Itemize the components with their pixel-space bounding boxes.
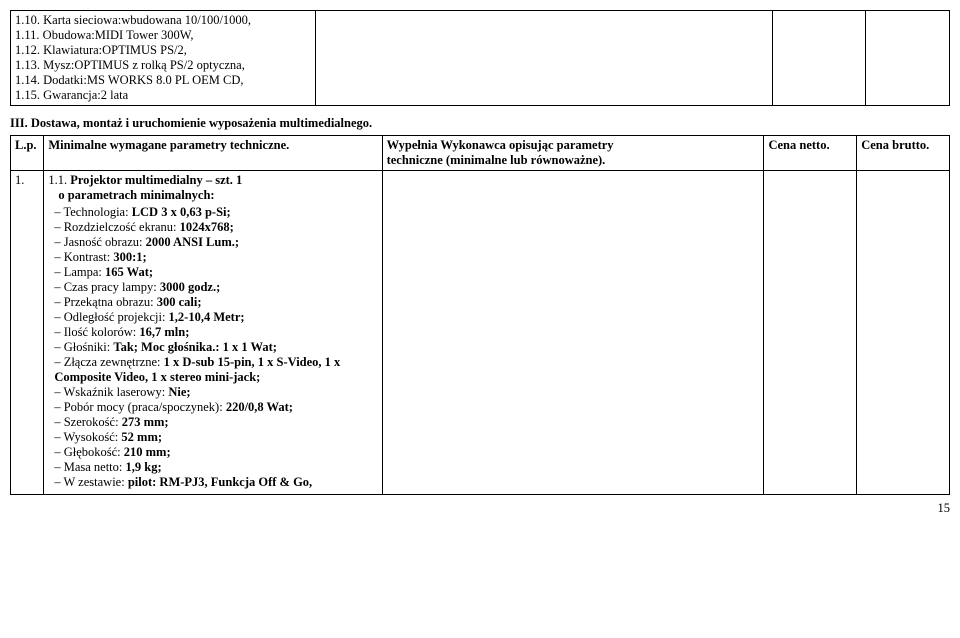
spec-value: Nie; bbox=[168, 385, 190, 399]
top-item: 1.15. Gwarancja:2 lata bbox=[15, 88, 311, 103]
spec-label: Szerokość: bbox=[64, 415, 122, 429]
spec-item: Kontrast: 300:1; bbox=[54, 250, 377, 265]
header-fill-line1: Wypełnia Wykonawca opisując parametry bbox=[387, 138, 614, 152]
spec-item: Rozdzielczość ekranu: 1024x768; bbox=[54, 220, 377, 235]
top-spec-row: 1.10. Karta sieciowa:wbudowana 10/100/10… bbox=[11, 11, 950, 106]
top-empty-cell-1 bbox=[315, 11, 773, 106]
spec-item: Szerokość: 273 mm; bbox=[54, 415, 377, 430]
header-row: L.p. Minimalne wymagane parametry techni… bbox=[11, 136, 950, 171]
top-spec-cell-items: 1.10. Karta sieciowa:wbudowana 10/100/10… bbox=[11, 11, 316, 106]
spec-item: Przekątna obrazu: 300 cali; bbox=[54, 295, 377, 310]
spec-list: Technologia: LCD 3 x 0,63 p-Si; Rozdziel… bbox=[48, 205, 377, 490]
spec-label: W zestawie: bbox=[63, 475, 127, 489]
spec-label: Głębokość: bbox=[64, 445, 124, 459]
spec-item: Pobór mocy (praca/spoczynek): 220/0,8 Wa… bbox=[54, 400, 377, 415]
spec-label: Technologia: bbox=[63, 205, 131, 219]
row-brutto-cell bbox=[857, 171, 950, 495]
row-title-num: 1.1. bbox=[48, 173, 70, 187]
spec-label: Głośniki: bbox=[64, 340, 114, 354]
spec-item: Technologia: LCD 3 x 0,63 p-Si; bbox=[54, 205, 377, 220]
section-heading: III. Dostawa, montaż i uruchomienie wypo… bbox=[10, 116, 950, 131]
top-empty-cell-3 bbox=[865, 11, 949, 106]
spec-value: 3000 godz.; bbox=[160, 280, 220, 294]
header-netto: Cena netto. bbox=[764, 136, 857, 171]
spec-value: 52 mm; bbox=[121, 430, 162, 444]
spec-value: 16,7 mln; bbox=[139, 325, 189, 339]
item-row-1: 1. 1.1. Projektor multimedialny – szt. 1… bbox=[11, 171, 950, 495]
spec-value: 220/0,8 Wat; bbox=[226, 400, 293, 414]
spec-item: W zestawie: pilot: RM-PJ3, Funkcja Off &… bbox=[54, 475, 377, 490]
spec-value: Tak; Moc głośnika.: 1 x 1 Wat; bbox=[113, 340, 277, 354]
spec-value: 210 mm; bbox=[124, 445, 171, 459]
page-number: 15 bbox=[10, 501, 950, 516]
top-item: 1.13. Mysz:OPTIMUS z rolką PS/2 optyczna… bbox=[15, 58, 311, 73]
spec-value: 1024x768; bbox=[180, 220, 234, 234]
spec-label: Odległość projekcji: bbox=[64, 310, 169, 324]
top-empty-cell-2 bbox=[773, 11, 866, 106]
spec-label: Wysokość: bbox=[63, 430, 121, 444]
spec-value: 165 Wat; bbox=[105, 265, 153, 279]
spec-item: Odległość projekcji: 1,2-10,4 Metr; bbox=[54, 310, 377, 325]
header-param: Minimalne wymagane parametry techniczne. bbox=[44, 136, 382, 171]
spec-label: Ilość kolorów: bbox=[64, 325, 140, 339]
spec-item: Wysokość: 52 mm; bbox=[54, 430, 377, 445]
header-fill-line2: techniczne (minimalne lub równoważne). bbox=[387, 153, 606, 167]
top-item: 1.14. Dodatki:MS WORKS 8.0 PL OEM CD, bbox=[15, 73, 311, 88]
spec-item: Głośniki: Tak; Moc głośnika.: 1 x 1 Wat; bbox=[54, 340, 377, 355]
top-item: 1.11. Obudowa:MIDI Tower 300W, bbox=[15, 28, 311, 43]
spec-value: pilot: RM-PJ3, Funkcja Off & Go, bbox=[128, 475, 312, 489]
spec-label: Złącza zewnętrzne: bbox=[64, 355, 164, 369]
spec-label: Pobór mocy (praca/spoczynek): bbox=[64, 400, 226, 414]
spec-item: Wskaźnik laserowy: Nie; bbox=[54, 385, 377, 400]
spec-item: Czas pracy lampy: 3000 godz.; bbox=[54, 280, 377, 295]
row-param-cell: 1.1. Projektor multimedialny – szt. 1 o … bbox=[44, 171, 382, 495]
top-spec-table: 1.10. Karta sieciowa:wbudowana 10/100/10… bbox=[10, 10, 950, 106]
header-lp: L.p. bbox=[11, 136, 44, 171]
row-netto-cell bbox=[764, 171, 857, 495]
spec-item: Lampa: 165 Wat; bbox=[54, 265, 377, 280]
spec-value: 300 cali; bbox=[157, 295, 202, 309]
spec-value: 1,9 kg; bbox=[126, 460, 162, 474]
spec-label: Czas pracy lampy: bbox=[64, 280, 160, 294]
spec-label: Jasność obrazu: bbox=[64, 235, 146, 249]
spec-label: Wskaźnik laserowy: bbox=[63, 385, 168, 399]
header-brutto: Cena brutto. bbox=[857, 136, 950, 171]
spec-label: Rozdzielczość ekranu: bbox=[64, 220, 180, 234]
spec-value: 1,2-10,4 Metr; bbox=[169, 310, 245, 324]
spec-item: Masa netto: 1,9 kg; bbox=[54, 460, 377, 475]
main-spec-table: L.p. Minimalne wymagane parametry techni… bbox=[10, 135, 950, 495]
spec-value: LCD 3 x 0,63 p-Si; bbox=[132, 205, 231, 219]
spec-item: Ilość kolorów: 16,7 mln; bbox=[54, 325, 377, 340]
row-subheading: o parametrach minimalnych: bbox=[48, 188, 377, 203]
spec-value: 273 mm; bbox=[122, 415, 169, 429]
spec-label: Masa netto: bbox=[64, 460, 126, 474]
top-item: 1.10. Karta sieciowa:wbudowana 10/100/10… bbox=[15, 13, 311, 28]
spec-item: Głębokość: 210 mm; bbox=[54, 445, 377, 460]
top-item: 1.12. Klawiatura:OPTIMUS PS/2, bbox=[15, 43, 311, 58]
spec-item: Złącza zewnętrzne: 1 x D-sub 15-pin, 1 x… bbox=[54, 355, 377, 385]
header-fill: Wypełnia Wykonawca opisując parametry te… bbox=[382, 136, 764, 171]
spec-value: 2000 ANSI Lum.; bbox=[146, 235, 239, 249]
spec-value: 300:1; bbox=[113, 250, 146, 264]
spec-label: Kontrast: bbox=[64, 250, 114, 264]
row-title-bold: Projektor multimedialny – szt. 1 bbox=[70, 173, 242, 187]
spec-label: Lampa: bbox=[64, 265, 105, 279]
row-fill-cell bbox=[382, 171, 764, 495]
spec-label: Przekątna obrazu: bbox=[64, 295, 157, 309]
row-lp: 1. bbox=[11, 171, 44, 495]
spec-item: Jasność obrazu: 2000 ANSI Lum.; bbox=[54, 235, 377, 250]
